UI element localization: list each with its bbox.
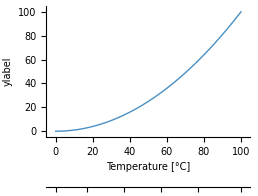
X-axis label: Temperature [°C]: Temperature [°C]	[106, 162, 190, 172]
Y-axis label: ylabel: ylabel	[3, 57, 13, 86]
